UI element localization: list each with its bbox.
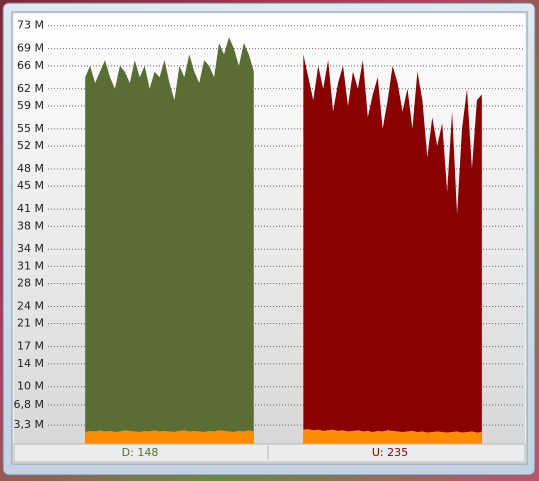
y-tick-label: 34 M: [17, 242, 44, 255]
y-tick-label: 24 M: [17, 299, 44, 312]
chart: 3,3 M 6,8 M 10 M 14 M 17 M 21 M 24 M 28 M 31 M 34…: [14, 19, 524, 445]
y-tick-label: 3,3 M: [14, 418, 44, 431]
legend-entry: U: 235: [372, 446, 408, 459]
y-tick-label: 41 M: [17, 202, 44, 215]
y-tick-label: 21 M: [17, 317, 44, 330]
y-tick-label: 28 M: [17, 277, 44, 290]
y-tick-label: 17 M: [17, 340, 44, 353]
traffic-area: [85, 430, 254, 444]
y-tick-label: 66 M: [17, 59, 44, 72]
y-tick-label: 55 M: [17, 122, 44, 135]
y-tick-label: 48 M: [17, 162, 44, 175]
traffic-area: [303, 429, 482, 444]
y-tick-label: 38 M: [17, 219, 44, 232]
y-tick-label: 45 M: [17, 179, 44, 192]
status-bar: [13, 443, 526, 463]
traffic-area: [303, 54, 482, 444]
y-tick-label: 14 M: [17, 357, 44, 370]
legend: D: 148 U: 235: [122, 446, 408, 459]
y-tick-label: 73 M: [17, 19, 44, 32]
y-tick-label: 59 M: [17, 99, 44, 112]
y-tick-label: 6,8 M: [14, 398, 44, 411]
traffic-area: [85, 37, 254, 445]
y-tick-label: 62 M: [17, 82, 44, 95]
y-tick-label: 69 M: [17, 42, 44, 55]
legend-entry: D: 148: [122, 446, 159, 459]
y-tick-label: 52 M: [17, 139, 44, 152]
y-tick-label: 31 M: [17, 259, 44, 272]
y-tick-label: 10 M: [17, 380, 44, 393]
